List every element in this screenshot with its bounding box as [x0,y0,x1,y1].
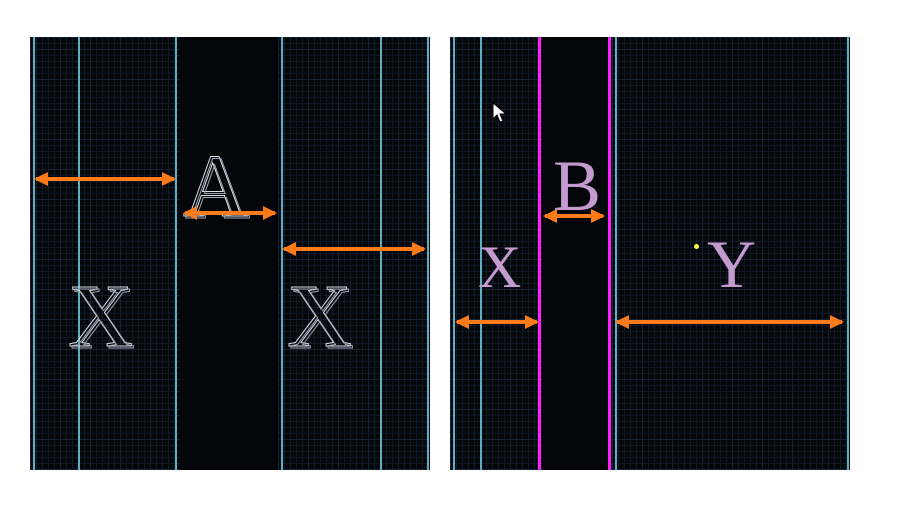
guide-cyan [453,37,455,470]
grid-region-left-a [30,37,180,470]
diagram-root: A X X B X Y [0,0,900,507]
guide-cyan [78,37,80,470]
arrow-right-1 [545,214,603,218]
marker-dot [694,244,699,249]
glyph-X-right: X [287,272,352,362]
guide-cyan [427,37,429,470]
arrow-left-2 [185,211,275,215]
guide-magenta [538,37,541,470]
guide-cyan [380,37,382,470]
guide-cyan [847,37,849,470]
panel-right: B X Y [450,37,850,470]
guide-cyan [33,37,35,470]
guide-magenta [608,37,611,470]
arrow-right-2 [457,320,537,324]
glyph-X: X [478,237,521,297]
guide-cyan [615,37,617,470]
cursor-icon [492,102,508,124]
panel-left: A X X [30,37,430,470]
glyph-X-left: X [68,272,133,362]
arrow-left-1 [36,177,174,181]
grid-region-left-b [278,37,430,470]
arrow-left-3 [284,247,424,251]
guide-cyan [175,37,177,470]
arrow-right-3 [617,320,842,324]
glyph-Y: Y [707,230,756,298]
